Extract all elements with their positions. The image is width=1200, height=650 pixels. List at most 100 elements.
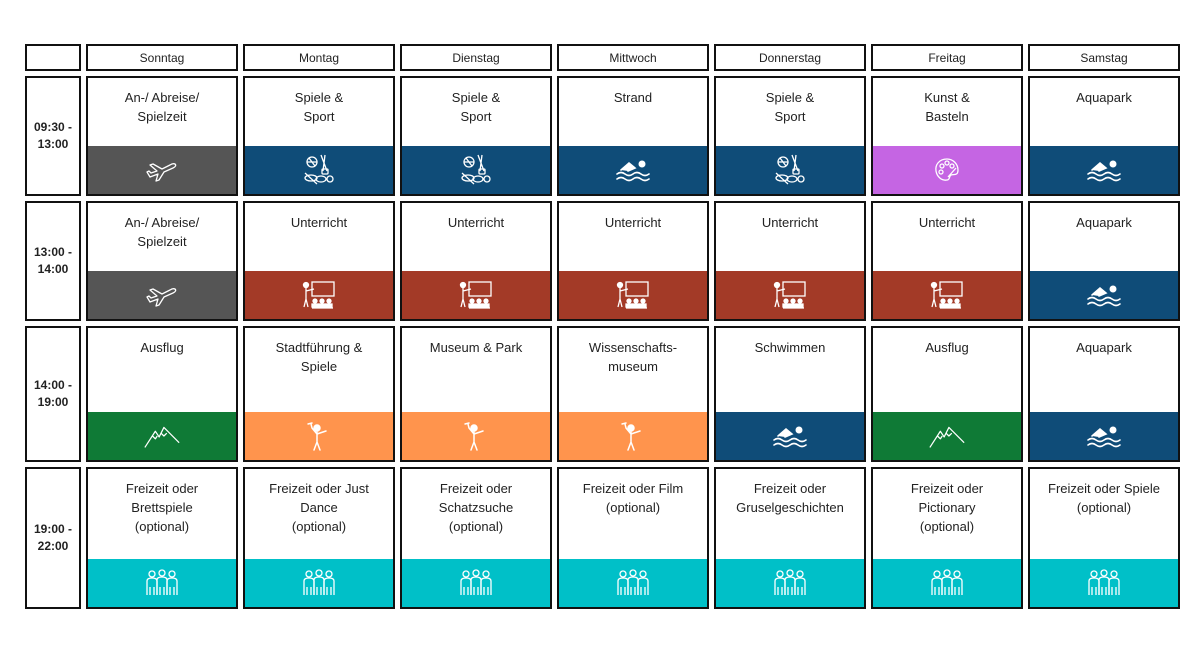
activity-category-band (245, 412, 393, 460)
activity-category-band (1030, 271, 1178, 319)
tour-guide-icon (456, 419, 496, 453)
activity-category-band (88, 146, 236, 194)
palette-icon (927, 153, 967, 187)
sports-equipment-icon (770, 153, 810, 187)
activity-cell: Ausflug (871, 326, 1023, 462)
activity-cell: Freizeit oder Schatzsuche (optional) (400, 467, 552, 609)
activity-label: Unterricht (447, 215, 505, 230)
activity-category-band (245, 146, 393, 194)
time-slot: 09:30 - 13:00 (25, 76, 81, 196)
activity-category-band (245, 559, 393, 607)
classroom-icon (927, 278, 967, 312)
activity-cell: Stadtführung & Spiele (243, 326, 395, 462)
activity-category-band (559, 559, 707, 607)
activity-category-band (402, 412, 550, 460)
classroom-icon (613, 278, 653, 312)
activity-category-band (873, 271, 1021, 319)
tour-guide-icon (299, 419, 339, 453)
activity-cell: Spiele & Sport (243, 76, 395, 196)
activity-cell: Schwimmen (714, 326, 866, 462)
activity-label: Spiele & Sport (294, 90, 344, 124)
time-slot: 19:00 - 22:00 (25, 467, 81, 609)
activity-cell: Unterricht (400, 201, 552, 321)
activity-label: Freizeit oder Gruselgeschichten (736, 481, 844, 515)
activity-category-band (716, 559, 864, 607)
classroom-icon (456, 278, 496, 312)
activity-category-band (716, 412, 864, 460)
swimmer-icon (613, 153, 653, 187)
classroom-icon (770, 278, 810, 312)
time-slot: 14:00 - 19:00 (25, 326, 81, 462)
activity-label: Ausflug (925, 340, 969, 355)
activity-label: Ausflug (140, 340, 184, 355)
swimmer-icon (1084, 419, 1124, 453)
group-icon (1084, 566, 1124, 600)
swimmer-icon (1084, 278, 1124, 312)
day-header-donnerstag: Donnerstag (714, 44, 866, 71)
activity-label: Aquapark (1076, 340, 1132, 355)
mountain-icon (142, 419, 182, 453)
activity-cell: Aquapark (1028, 326, 1180, 462)
activity-label: Aquapark (1076, 90, 1132, 105)
activity-label: Freizeit oder Brettspiele (optional) (125, 481, 199, 534)
group-icon (299, 566, 339, 600)
day-header-samstag: Samstag (1028, 44, 1180, 71)
activity-category-band (716, 271, 864, 319)
activity-label: Unterricht (604, 215, 662, 230)
group-icon (770, 566, 810, 600)
activity-cell: Unterricht (557, 201, 709, 321)
activity-cell: Unterricht (871, 201, 1023, 321)
day-header-sonntag: Sonntag (86, 44, 238, 71)
activity-label: Strand (613, 90, 653, 105)
airplane-icon (142, 153, 182, 187)
activity-label: Freizeit oder Film (optional) (582, 481, 684, 515)
activity-cell: Freizeit oder Gruselgeschichten (714, 467, 866, 609)
activity-label: Freizeit oder Schatzsuche (optional) (438, 481, 514, 534)
activity-category-band (559, 412, 707, 460)
mountain-icon (927, 419, 967, 453)
group-icon (927, 566, 967, 600)
group-icon (142, 566, 182, 600)
swimmer-icon (770, 419, 810, 453)
activity-category-band (1030, 412, 1178, 460)
activity-category-band (88, 412, 236, 460)
activity-cell: Spiele & Sport (714, 76, 866, 196)
activity-category-band (402, 146, 550, 194)
activity-cell: Freizeit oder Spiele (optional) (1028, 467, 1180, 609)
activity-category-band (559, 146, 707, 194)
activity-cell: An-/ Abreise/ Spielzeit (86, 201, 238, 321)
sports-equipment-icon (299, 153, 339, 187)
activity-cell: Freizeit oder Just Dance (optional) (243, 467, 395, 609)
activity-cell: Aquapark (1028, 201, 1180, 321)
activity-cell: Wissenschafts- museum (557, 326, 709, 462)
activity-cell: Museum & Park (400, 326, 552, 462)
activity-label: Schwimmen (754, 340, 826, 355)
activity-cell: Unterricht (714, 201, 866, 321)
activity-cell: Strand (557, 76, 709, 196)
activity-cell: Aquapark (1028, 76, 1180, 196)
weekly-schedule: Sonntag Montag Dienstag Mittwoch Donnerstag F… (25, 44, 1180, 609)
activity-cell: Unterricht (243, 201, 395, 321)
day-header-mittwoch: Mittwoch (557, 44, 709, 71)
activity-label: Spiele & Sport (451, 90, 501, 124)
activity-category-band (873, 559, 1021, 607)
activity-label: Unterricht (290, 215, 348, 230)
activity-category-band (1030, 559, 1178, 607)
activity-cell: Freizeit oder Film (optional) (557, 467, 709, 609)
activity-label: An-/ Abreise/ Spielzeit (124, 215, 200, 249)
activity-label: Freizeit oder Just Dance (optional) (269, 481, 369, 534)
corner-cell (25, 44, 81, 71)
activity-cell: Freizeit oder Brettspiele (optional) (86, 467, 238, 609)
swimmer-icon (1084, 153, 1124, 187)
airplane-icon (142, 278, 182, 312)
sports-equipment-icon (456, 153, 496, 187)
group-icon (613, 566, 653, 600)
activity-label: Unterricht (761, 215, 819, 230)
day-header-dienstag: Dienstag (400, 44, 552, 71)
classroom-icon (299, 278, 339, 312)
time-slot: 13:00 - 14:00 (25, 201, 81, 321)
activity-category-band (716, 146, 864, 194)
activity-label: Spiele & Sport (765, 90, 815, 124)
activity-label: Unterricht (918, 215, 976, 230)
activity-cell: An-/ Abreise/ Spielzeit (86, 76, 238, 196)
